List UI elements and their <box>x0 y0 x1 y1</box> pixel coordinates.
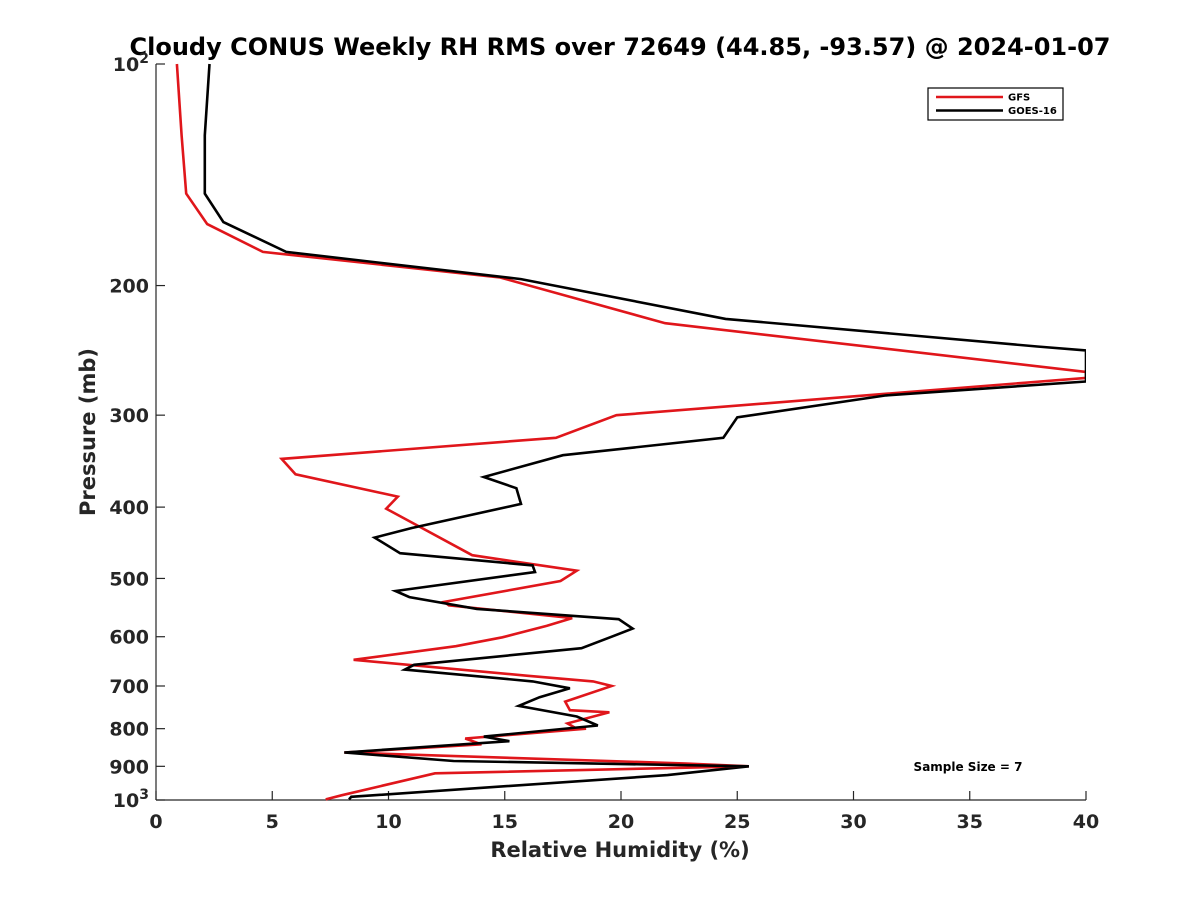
sample-size-annotation: Sample Size = 7 <box>914 760 1023 774</box>
y-tick-label: 400 <box>109 497 149 519</box>
x-tick-label: 10 <box>375 811 401 833</box>
legend: GFS GOES-16 <box>927 87 1064 121</box>
series-line-goes-16 <box>203 63 1086 801</box>
y-tick-label: 800 <box>109 719 149 741</box>
x-axis-label: Relative Humidity (%) <box>490 838 749 862</box>
chart-title: Cloudy CONUS Weekly RH RMS over 72649 (4… <box>130 33 1111 61</box>
series-line-gfs <box>175 63 1086 801</box>
x-tick-label: 5 <box>266 811 279 833</box>
legend-label-goes-16: GOES-16 <box>1008 106 1057 117</box>
y-tick-label: 300 <box>109 405 149 427</box>
legend-box <box>927 87 1064 121</box>
y-tick-label: 102 <box>113 51 149 76</box>
y-tick-label: 700 <box>109 676 149 698</box>
x-tick-label: 20 <box>608 811 634 833</box>
y-tick-label: 500 <box>109 568 149 590</box>
x-tick-label: 30 <box>840 811 866 833</box>
x-tick-label: 15 <box>492 811 518 833</box>
x-tick-label: 0 <box>149 811 162 833</box>
legend-label-gfs: GFS <box>1008 93 1030 104</box>
x-tick-label: 25 <box>724 811 750 833</box>
y-tick-label: 103 <box>113 787 149 812</box>
x-tick-label: 35 <box>957 811 983 833</box>
y-tick-label: 900 <box>109 756 149 778</box>
y-tick-label: 600 <box>109 627 149 649</box>
x-tick-label: 40 <box>1073 811 1099 833</box>
y-axis-label: Pressure (mb) <box>76 348 100 516</box>
y-tick-label: 200 <box>109 276 149 298</box>
plot-area: 0 5 10 15 20 25 30 35 40 102 200 300 400 500 600 700 800… <box>109 51 1099 833</box>
